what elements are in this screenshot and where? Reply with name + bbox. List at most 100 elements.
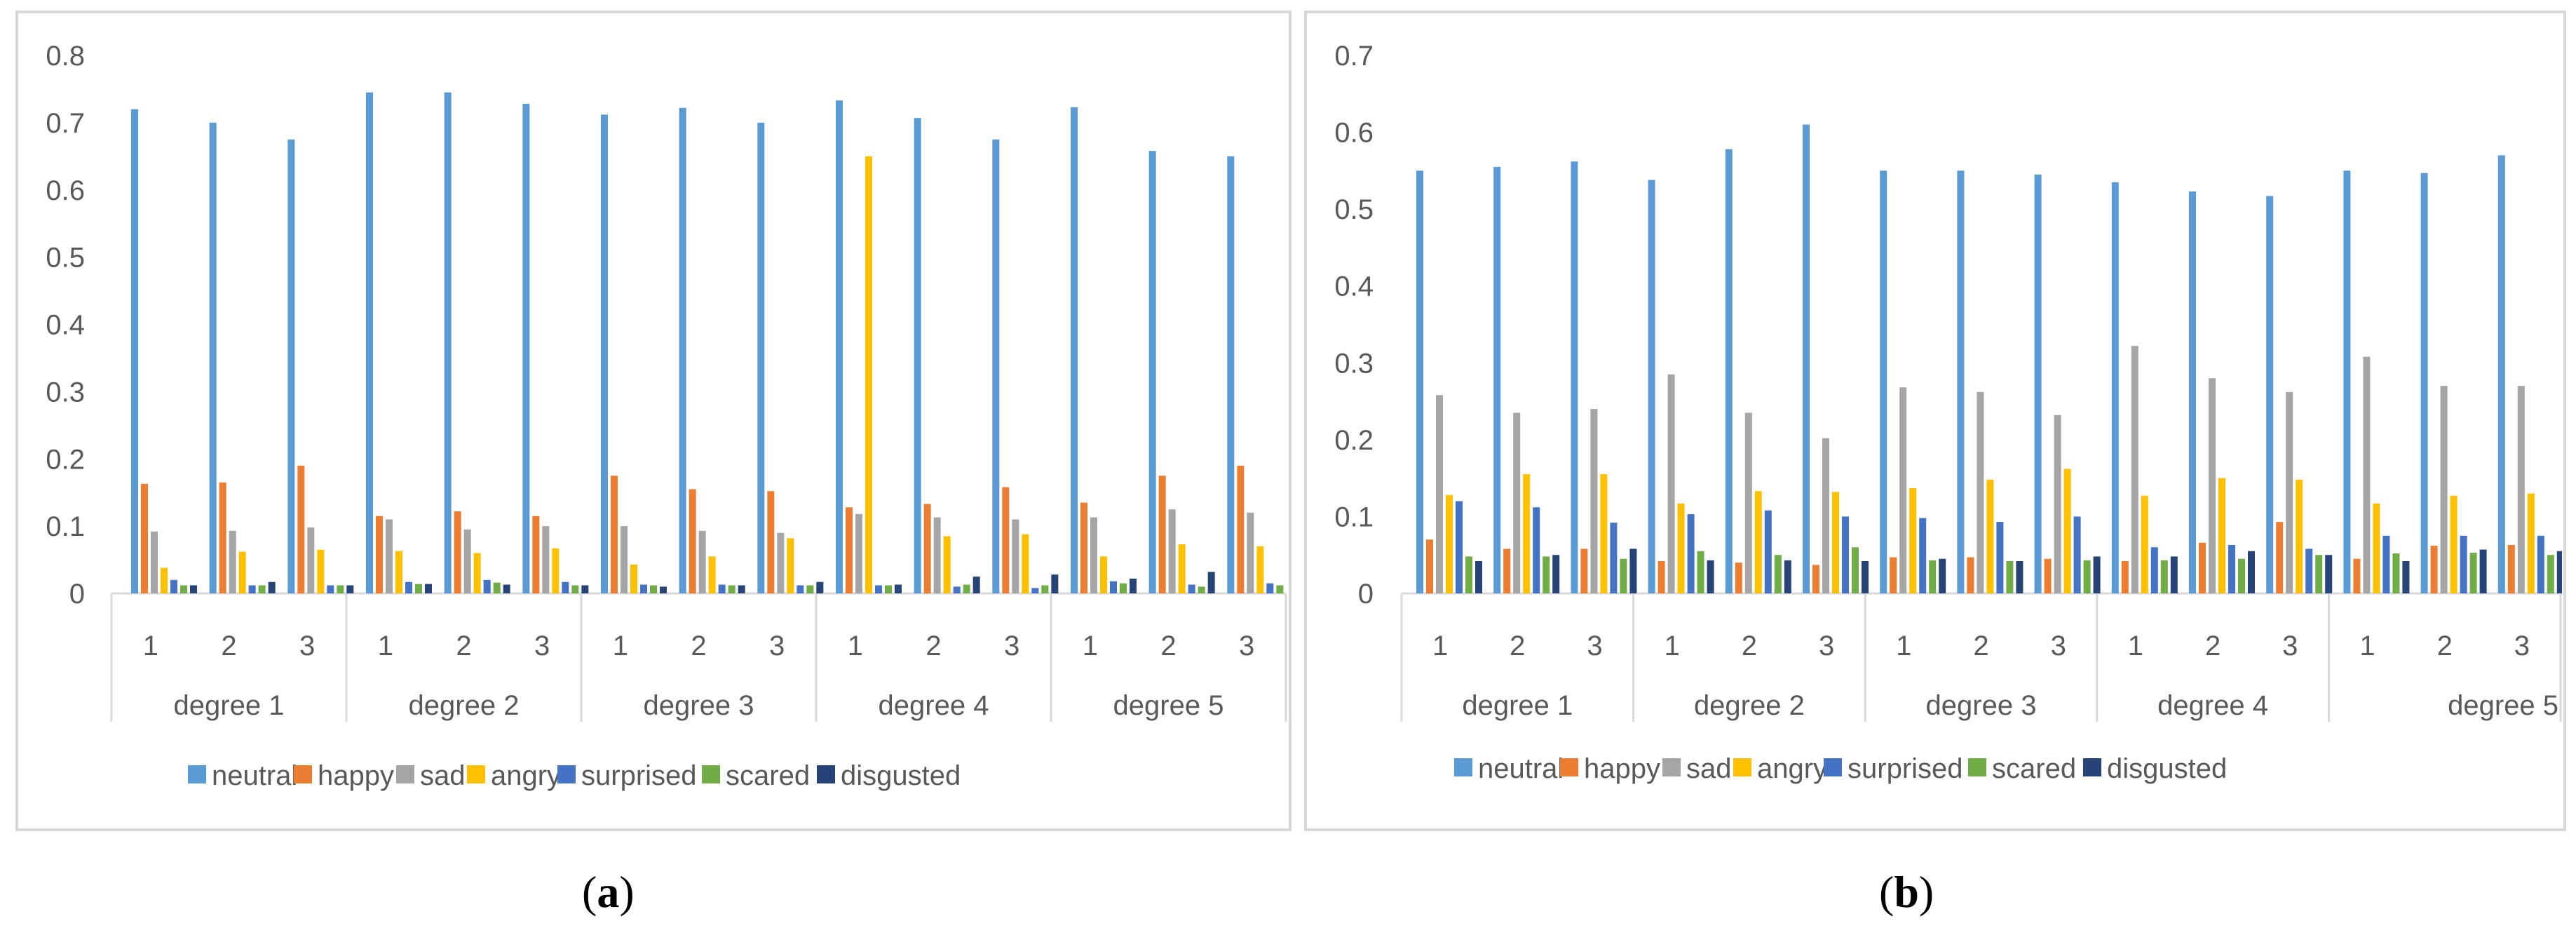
chart-b-bar-scared bbox=[1620, 558, 1627, 593]
chart-a-group-label: degree 2 bbox=[409, 690, 520, 721]
chart-b-bar-angry bbox=[2218, 478, 2225, 593]
chart-b-bar-scared bbox=[1852, 547, 1859, 593]
chart-a-bar-scared bbox=[650, 585, 657, 593]
chart-b-bar-sad bbox=[1744, 412, 1752, 593]
chart-a-legend-swatch-surprised bbox=[557, 765, 576, 783]
chart-b-bar-angry bbox=[2450, 495, 2458, 593]
chart-a-bar-neutral bbox=[287, 139, 295, 593]
chart-a-bar-disgusted bbox=[1051, 574, 1059, 593]
chart-a-bar-happy bbox=[1002, 487, 1010, 593]
chart-a-bar-angry bbox=[630, 564, 637, 593]
chart-b-bar-surprised bbox=[2228, 544, 2235, 593]
chart-a-legend-label-scared: scared bbox=[726, 760, 810, 791]
chart-b-trial-label: 1 bbox=[1665, 631, 1680, 661]
chart-a-legend-label-angry: angry bbox=[491, 760, 561, 791]
chart-a-trial-label: 2 bbox=[221, 631, 236, 661]
chart-a-bar-angry bbox=[395, 551, 402, 593]
chart-a-bar-surprised bbox=[1266, 583, 1274, 593]
chart-b-bar-disgusted bbox=[2093, 556, 2101, 593]
chart-b-bar-scared bbox=[2006, 560, 2014, 593]
chart-b-bar-surprised bbox=[1919, 518, 1927, 593]
chart-a-bar-surprised bbox=[953, 586, 961, 593]
chart-b-trial-label: 1 bbox=[1432, 631, 1448, 661]
chart-a-bar-happy bbox=[141, 483, 148, 593]
chart-a-bar-surprised bbox=[405, 581, 412, 593]
chart-b-legend-swatch-neutral bbox=[1454, 758, 1472, 776]
chart-a-bar-sad bbox=[307, 527, 315, 593]
chart-b-bar-disgusted bbox=[2016, 560, 2023, 593]
chart-a-ytick-label: 0.2 bbox=[46, 444, 85, 475]
chart-b-legend-swatch-disgusted bbox=[2083, 758, 2101, 776]
chart-b-group-label: degree 1 bbox=[1462, 690, 1573, 721]
chart-b-bar-disgusted bbox=[1862, 560, 1869, 593]
chart-b-bar-sad bbox=[2054, 415, 2061, 593]
chart-a-bar-angry bbox=[1256, 546, 1264, 593]
chart-a-legend-label-surprised: surprised bbox=[581, 760, 697, 791]
chart-b-trial-label: 1 bbox=[2359, 631, 2375, 661]
chart-b-trial-label: 2 bbox=[2437, 631, 2453, 661]
chart-a-bar-sad bbox=[1012, 519, 1019, 593]
chart-a-legend-swatch-neutral bbox=[188, 765, 206, 783]
chart-b-bar-sad bbox=[1513, 412, 1521, 593]
chart-b-bar-surprised bbox=[2460, 535, 2467, 593]
chart-a-bar-sad bbox=[621, 526, 628, 593]
chart-a-bar-scared bbox=[415, 584, 422, 593]
chart-b-ytick-label: 0.2 bbox=[1334, 425, 1374, 456]
chart-b-ytick-label: 0.5 bbox=[1334, 194, 1374, 225]
chart-b-legend-label-sad: sad bbox=[1686, 753, 1732, 784]
chart-b-bar-disgusted bbox=[1784, 560, 1791, 593]
chart-a-bar-scared bbox=[963, 584, 970, 593]
chart-a-bar-sad bbox=[1247, 512, 1254, 593]
chart-a-bar-sad bbox=[386, 519, 393, 593]
chart-b-bar-disgusted bbox=[1475, 560, 1482, 593]
chart-b-bar-disgusted bbox=[2325, 555, 2333, 593]
chart-a-bar-scared bbox=[337, 585, 344, 593]
chart-a-trial-label: 2 bbox=[926, 631, 941, 661]
chart-b-bar-disgusted bbox=[1707, 560, 1714, 593]
chart-b-bar-neutral bbox=[2189, 191, 2196, 593]
chart-a-bar-angry bbox=[865, 156, 872, 593]
chart-b-bar-scared bbox=[2469, 552, 2477, 593]
chart-a-bar-scared bbox=[1198, 586, 1205, 593]
chart-panel-b: 0 0.1 0.2 0.3 0.4 0.5 0.6 0.7 1 2 3 degree 1 1 2 3 degr… bbox=[1304, 11, 2566, 831]
chart-a-trial-label: 2 bbox=[691, 631, 706, 661]
chart-b-legend-swatch-sad bbox=[1662, 758, 1681, 776]
chart-b-ytick-label: 0.4 bbox=[1334, 271, 1374, 302]
chart-b-ytick-label: 0.7 bbox=[1334, 41, 1374, 72]
chart-a-bar-angry bbox=[473, 553, 481, 593]
chart-b-bar-scared bbox=[1929, 560, 1937, 593]
chart-a-bar-sad bbox=[463, 529, 471, 593]
chart-a-trial-label: 3 bbox=[1239, 631, 1254, 661]
chart-b-bar-surprised bbox=[2305, 548, 2313, 593]
chart-b-bar-angry bbox=[1523, 474, 1531, 593]
chart-a-bar-sad bbox=[855, 513, 862, 593]
chart-b-legend-label-disgusted: disgusted bbox=[2107, 753, 2227, 784]
chart-b-bar-neutral bbox=[2034, 174, 2042, 594]
chart-b-bar-sad bbox=[2440, 386, 2448, 593]
chart-a-bar-neutral bbox=[1227, 156, 1235, 593]
chart-b-bar-happy bbox=[1426, 539, 1433, 593]
chart-a-trial-label: 2 bbox=[456, 631, 471, 661]
chart-b-bar-happy bbox=[2276, 522, 2284, 593]
chart-a-bar-disgusted bbox=[581, 585, 589, 593]
chart-b-legend-label-scared: scared bbox=[1992, 753, 2076, 784]
chart-a-bar-happy bbox=[454, 511, 461, 593]
chart-b-bar-neutral bbox=[1880, 170, 1887, 593]
chart-b-bar-angry bbox=[2373, 503, 2380, 593]
chart-a-bar-neutral bbox=[914, 118, 921, 593]
chart-b-bar-angry bbox=[1832, 492, 1839, 593]
chart-a-bar-disgusted bbox=[1130, 578, 1137, 593]
chart-b-legend-swatch-angry bbox=[1733, 758, 1751, 776]
chart-b-bar-angry bbox=[2063, 469, 2071, 593]
chart-a-bar-angry bbox=[317, 549, 325, 593]
chart-b-trial-label: 2 bbox=[1973, 631, 1988, 661]
chart-a-bar-sad bbox=[151, 531, 158, 593]
chart-a-bar-scared bbox=[728, 585, 735, 593]
chart-a-ytick-label: 0.5 bbox=[46, 243, 85, 274]
chart-b-trial-label: 2 bbox=[1742, 631, 1757, 661]
chart-a-trial-label: 3 bbox=[534, 631, 550, 661]
chart-a-bar-neutral bbox=[1071, 107, 1078, 594]
chart-b-bar-neutral bbox=[2266, 196, 2274, 593]
chart-a-trial-label: 3 bbox=[299, 631, 315, 661]
chart-b-bar-sad bbox=[1822, 438, 1829, 593]
